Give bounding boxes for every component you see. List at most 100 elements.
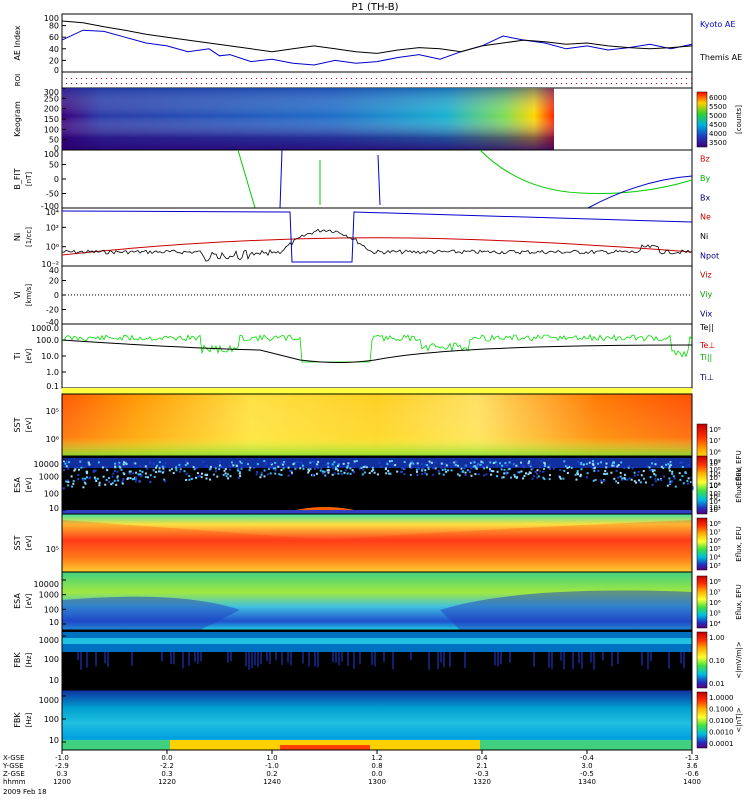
esa-e-pixel [98,484,101,487]
esa-e-pixel [144,465,147,468]
esa-e-pixel [122,478,125,480]
roi-dot [386,78,387,79]
esa-e-pixel [135,478,138,481]
roi-dot [651,83,652,84]
esa-e-pixel [299,467,302,470]
roi-dot [376,83,377,84]
esa-e-pixel [620,461,623,464]
roi-dot [311,78,312,79]
esa-e-pixel [129,470,132,473]
esa-e-pixel [518,471,521,474]
roi-dot [371,83,372,84]
density-ylabel: Ni [13,233,22,241]
esa-e-pixel [387,469,390,472]
esa-e-pixel [162,467,165,470]
esa-e-pixel [158,470,161,473]
esa-e-pixel [321,470,324,473]
esa-e-pixel [606,472,609,475]
esa-e-pixel [247,463,249,466]
esa-e-cb-tick-0: 10⁹ [709,458,721,466]
bfield-legend-0: Bz [700,155,710,164]
esa-e-pixel [307,468,310,471]
esa-e-pixel [394,464,397,467]
esa-e-pixel [269,472,272,475]
roi-dot [691,78,692,79]
esa-e-pixel [378,461,381,464]
fbk-e-stripe [347,652,349,666]
roi-dot [421,83,422,84]
fbk-e-cb-tick-2: 0.01 [709,680,725,688]
esa-e-pixel [415,468,418,471]
keogram-cb-tick-0: 6000 [709,94,727,102]
esa-e-pixel [619,475,622,478]
roi-dot [236,78,237,79]
esa-e-pixel [617,466,620,468]
keogram-cb-tick-3: 4500 [709,121,727,129]
esa-i-cb-tick-4: 10⁴ [709,620,721,628]
esa-e-pixel [110,483,113,486]
fbk-e-stripe [161,652,163,662]
esa-i-cb-tick-3: 10⁵ [709,610,721,618]
fbk-e-stripe [497,652,499,667]
esa-e-pixel [178,463,181,466]
esa-e-pixel [531,467,534,470]
esa-e-pixel [163,478,166,481]
roi-dot [356,78,357,79]
esa-e-pixel [190,478,193,480]
fbk-e-ytick-0: 1000 [39,636,59,645]
esa-e-pixel [283,462,286,465]
esa-e-pixel [562,477,565,480]
fbk-e-stripe [617,652,619,665]
roi-dot [126,78,127,79]
esa-e-pixel [296,461,299,464]
esa-e-pixel [489,461,492,464]
esa-e-pixel [686,479,689,482]
esa-e-pixel [347,462,350,465]
esa-e-pixel [653,472,656,475]
esa-e-pixel [547,466,550,469]
esa-e-pixel [619,471,622,474]
roi-dot [631,83,632,84]
fbk-e-stripe [647,652,649,670]
esa-e-pixel [490,470,493,472]
esa-i-cb-label: Eflux, EFU [735,584,743,619]
time-row-label-3: hhmm [3,778,26,786]
esa-e-pixel [223,469,226,472]
esa-e-pixel [496,470,499,473]
esa-e-pixel [670,462,673,465]
esa-e-pixel [443,462,446,465]
fbk-e-ylabel2: [Hz] [25,653,33,668]
roi-dot [81,83,82,84]
esa-e-pixel [248,469,251,472]
esa-e-pixel [687,482,689,485]
esa-e-pixel [353,460,356,463]
esa-e-pixel [528,460,531,463]
roi-dot [556,83,557,84]
esa-e-pixel [353,462,356,465]
esa-e-pixel [455,460,458,463]
velocity-legend-2: Vix [700,309,713,318]
temperature-ylabel: Ti [13,353,22,361]
esa-e-pixel [427,466,430,469]
esa-e-pixel [613,477,616,480]
esa-e-pixel [438,472,441,475]
fbk-e-stripe [593,652,595,670]
esa-e-pixel [278,473,281,476]
esa-e-pixel [534,470,537,473]
esa-e-pixel [67,481,70,483]
time-row-value-2-4: -0.3 [475,770,489,778]
esa-e-pixel [208,468,211,471]
roi-dot [131,78,132,79]
roi-dot [191,78,192,79]
roi-dot [606,78,607,79]
roi-dot [221,78,222,79]
esa-e-pixel [119,466,122,469]
esa-e-pixel [617,481,620,484]
esa-e-pixel [214,467,217,470]
roi-dot [226,83,227,84]
esa-e-pixel [274,469,277,472]
esa-e-pixel [102,475,105,478]
roi-dot [241,78,242,79]
esa-e-pixel [409,465,412,468]
esa-e-pixel [113,470,116,472]
